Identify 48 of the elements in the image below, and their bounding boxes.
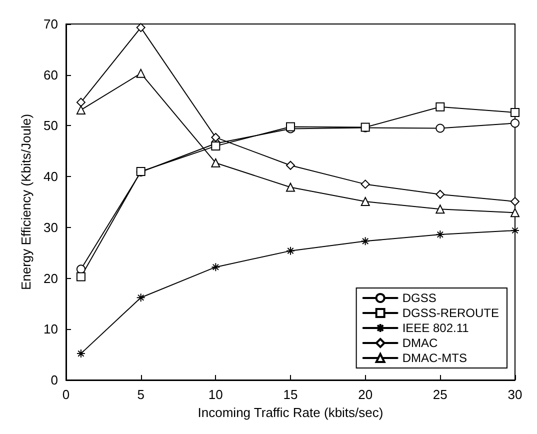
x-tick-label: 25 <box>432 387 448 402</box>
point <box>360 196 370 206</box>
x-tick-label: 20 <box>358 387 373 402</box>
y-axis-title: Energy Efficiency (Kbits/Joule) <box>18 114 34 290</box>
legend-label: DMAC-MTS <box>402 351 467 365</box>
point <box>360 236 370 246</box>
x-axis-title: Incoming Traffic Rate (kbits/sec) <box>198 404 384 420</box>
y-tick-label: 30 <box>44 220 58 235</box>
point <box>510 208 520 218</box>
y-tick-label: 70 <box>44 16 58 32</box>
point <box>136 293 146 302</box>
legend-label: DGSS <box>402 291 436 305</box>
point <box>510 196 520 206</box>
point <box>436 190 445 199</box>
point <box>211 132 220 142</box>
y-tick-label: 0 <box>50 372 58 388</box>
x-tick-label: 30 <box>508 387 522 402</box>
y-tick-label: 40 <box>44 169 58 184</box>
point <box>76 349 86 358</box>
y-tick-label: 60 <box>44 67 58 82</box>
legend-label: IEEE 802.11 <box>402 321 470 335</box>
point <box>211 142 220 151</box>
x-tick-label: 10 <box>208 387 223 402</box>
point <box>286 160 295 170</box>
point <box>286 246 295 256</box>
x-tick-label: 15 <box>283 387 298 402</box>
x-tick-label: 0 <box>62 387 70 402</box>
legend-label: DGSS-REROUTE <box>402 306 500 320</box>
x-tick-label: 5 <box>137 387 144 402</box>
point <box>76 98 86 107</box>
point <box>436 204 445 214</box>
point <box>76 272 86 282</box>
point <box>136 68 146 78</box>
point <box>436 124 445 133</box>
y-tick-label: 20 <box>44 270 58 286</box>
point <box>360 180 370 189</box>
point <box>211 262 220 272</box>
point <box>510 118 520 128</box>
point <box>76 105 86 114</box>
y-tick-label: 10 <box>44 322 58 337</box>
point <box>211 158 220 168</box>
point <box>436 102 445 112</box>
point <box>286 182 295 192</box>
point <box>136 23 146 32</box>
point <box>436 230 445 240</box>
y-tick-label: 50 <box>44 118 58 134</box>
legend-label: DMAC <box>402 336 438 350</box>
point <box>510 108 520 117</box>
